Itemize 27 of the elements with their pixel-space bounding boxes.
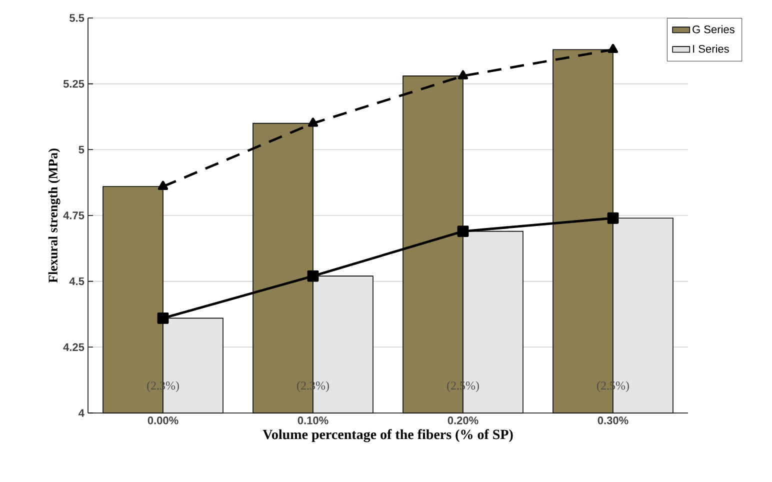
x-axis-title: Volume percentage of the fibers (% of SP) [262,429,513,442]
y-tick-label: 4.75 [63,212,84,220]
legend-label: G Series [692,25,734,34]
point [458,70,468,80]
x-tick-label: 0.20% [448,416,478,424]
point [608,44,618,54]
y-tick-label: 4.5 [69,277,84,286]
x-tick-label: 0.00% [148,416,178,424]
y-tick-label: 4 [78,409,84,417]
point [457,226,469,237]
x-tick-label: 0.30% [598,416,628,424]
annotation: (2.5%) [597,381,629,392]
y-tick-label: 5 [78,146,84,154]
annotation: (2.3%) [147,381,179,392]
y-tick-label: 5.25 [63,80,84,88]
annotation: (2.5%) [447,381,479,392]
y-axis-title: Flexural strength (MPa) [48,148,60,283]
point [158,180,168,190]
point [607,212,619,224]
annotation: (2.3%) [297,381,329,392]
x-tick-label: 0.10% [298,416,328,424]
point [308,118,318,127]
point [157,312,169,324]
y-tick-label: 5.5 [70,14,84,22]
y-tick-label: 4.25 [63,343,84,352]
point [307,270,319,282]
legend-label: I Series [693,44,729,53]
